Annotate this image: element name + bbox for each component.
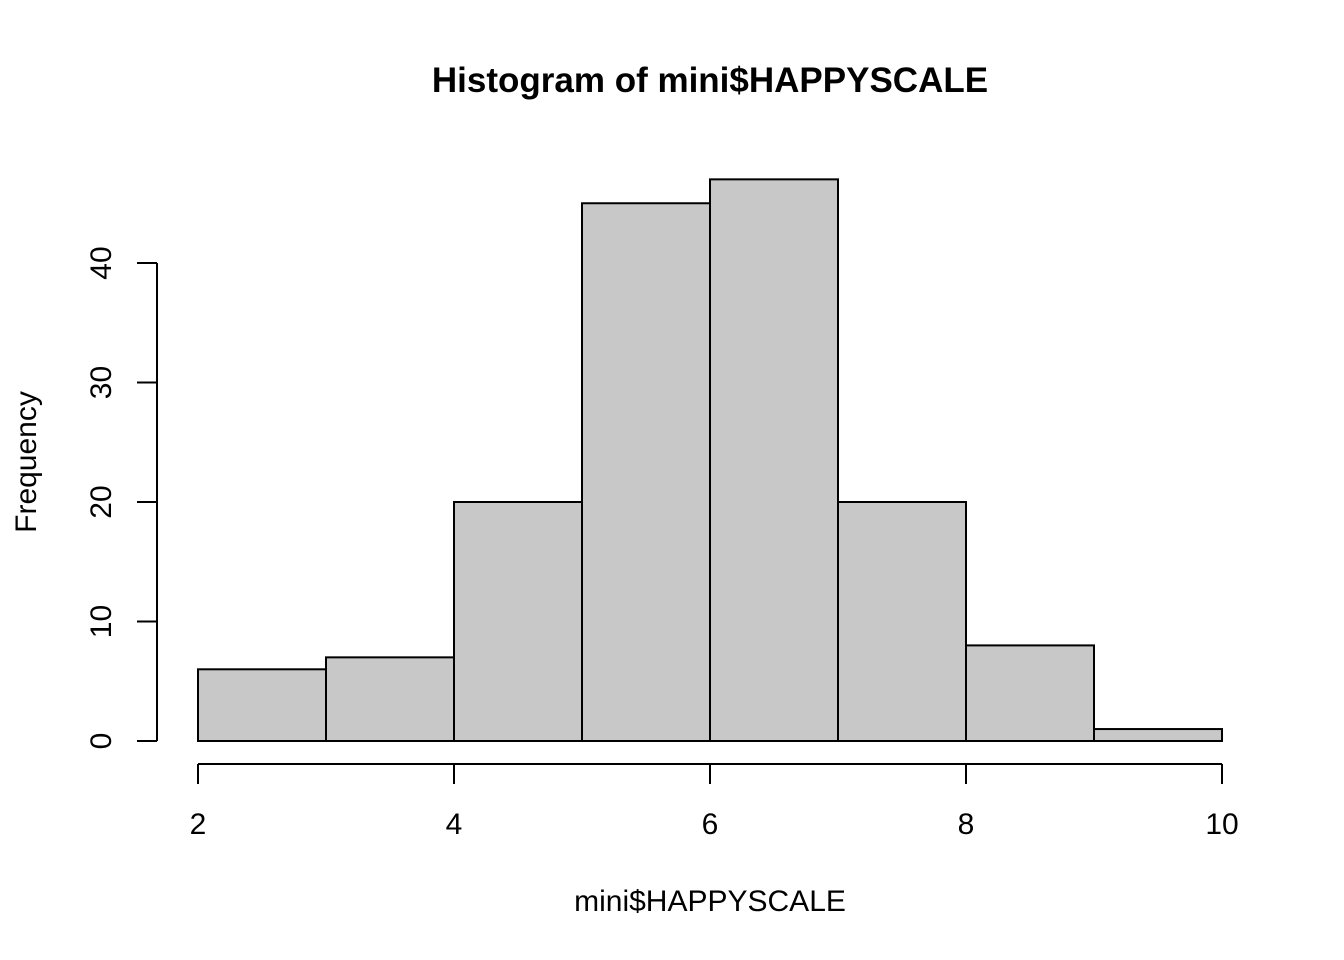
bar-4-5 [453,501,583,742]
chart-title: Histogram of mini$HAPPYSCALE [432,61,988,100]
bar-8-9 [965,644,1095,743]
y-tick-label-30: 30 [85,366,118,399]
x-tick-label-2: 2 [190,808,207,841]
y-tick-label-0: 0 [85,733,118,750]
bar-3-4 [325,656,455,742]
y-tick-label-40: 40 [85,246,118,279]
x-tick-label-6: 6 [702,808,719,841]
bar-9-10 [1093,728,1223,742]
bar-6-7 [709,178,839,743]
y-axis: 0 10 20 30 40 [85,246,158,750]
bar-5-6 [581,202,711,742]
x-tick-label-4: 4 [446,808,463,841]
bar-7-8 [837,501,967,742]
x-axis-label: mini$HAPPYSCALE [574,885,846,918]
x-tick-label-8: 8 [958,808,975,841]
bar-2-3 [197,668,327,742]
y-axis-label: Frequency [10,391,43,533]
y-tick-label-10: 10 [85,605,118,638]
x-tick-label-10: 10 [1205,808,1238,841]
bars-group [197,178,1223,743]
x-axis: 2 4 6 8 10 [190,763,1239,841]
y-tick-label-20: 20 [85,485,118,518]
